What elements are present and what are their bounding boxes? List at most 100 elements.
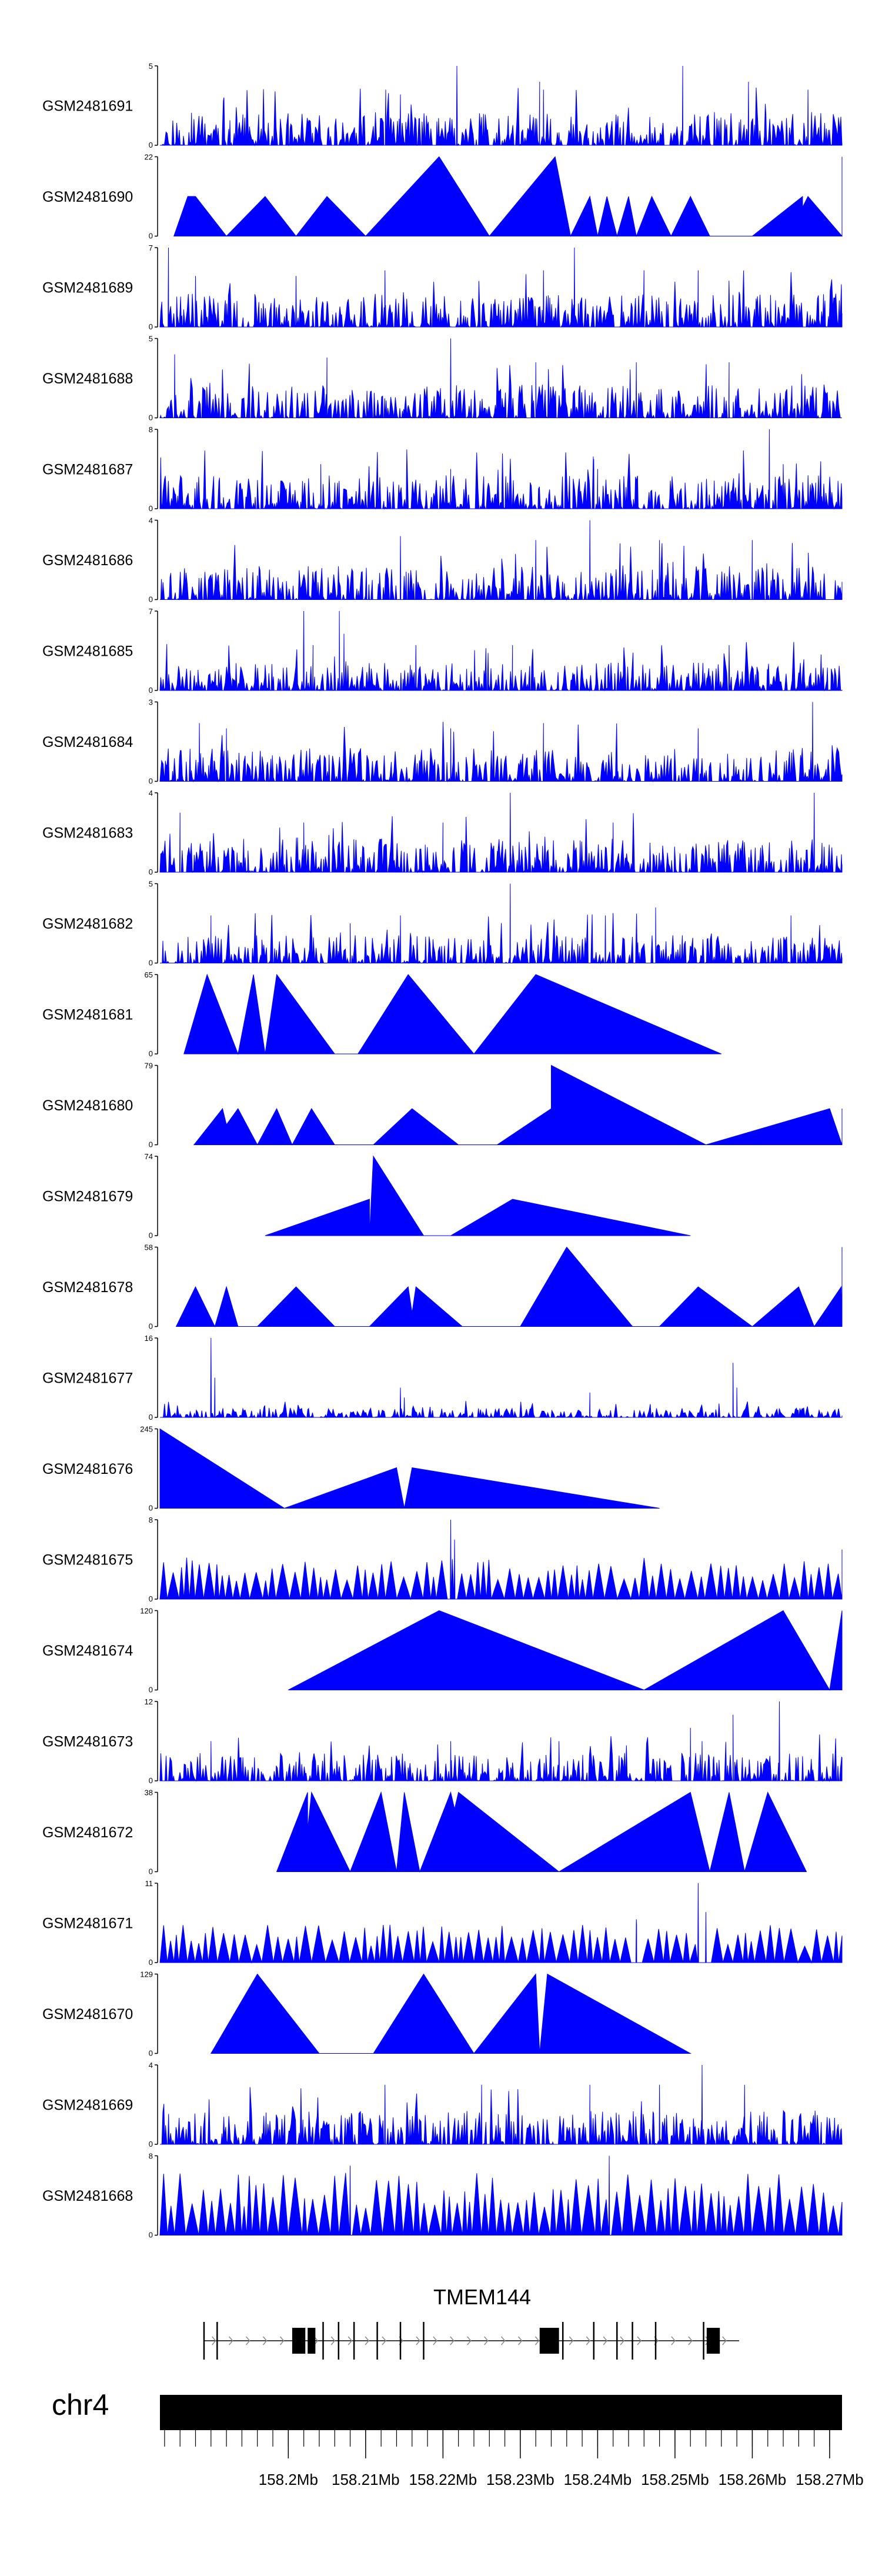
coverage-track: GSM2481687 8 0 <box>42 425 843 513</box>
coverage-track: GSM2481669 4 0 <box>42 2061 843 2148</box>
coverage-track: GSM2481671 11 0 <box>42 1879 843 1967</box>
y-max-label: 12 <box>145 1697 153 1706</box>
y-min-label: 0 <box>149 2140 153 2148</box>
track-label: GSM2481684 <box>42 734 133 750</box>
y-max-label: 11 <box>145 1879 153 1888</box>
y-max-label: 4 <box>149 2061 153 2070</box>
coverage-area <box>159 610 843 692</box>
y-min-label: 0 <box>149 867 153 876</box>
coverage-area <box>160 1337 843 1419</box>
coverage-area <box>159 1883 843 1964</box>
track-label: GSM2481675 <box>42 1552 133 1569</box>
y-max-label: 58 <box>145 1243 153 1252</box>
axis-tick-label: 158.25Mb <box>641 2471 709 2488</box>
strand-arrow <box>262 2336 268 2345</box>
track-label: GSM2481673 <box>42 1734 133 1750</box>
y-max-label: 8 <box>149 1516 153 1524</box>
coverage-area <box>173 156 843 238</box>
y-max-label: 38 <box>145 1788 153 1797</box>
coverage-track: GSM2481688 5 0 <box>42 335 842 422</box>
y-max-label: 7 <box>149 243 153 252</box>
coverage-area <box>160 2064 843 2145</box>
track-label: GSM2481687 <box>42 462 133 478</box>
strand-arrow <box>212 2336 216 2345</box>
coverage-track: GSM2481677 16 0 <box>42 1334 843 1422</box>
track-label: GSM2481680 <box>42 1097 133 1114</box>
strand-arrow <box>416 2336 420 2345</box>
coverage-track: GSM2481686 4 0 <box>42 516 843 604</box>
strand-arrow <box>245 2336 250 2345</box>
strand-arrow <box>279 2336 285 2345</box>
strand-arrow <box>365 2336 370 2345</box>
y-max-label: 4 <box>149 789 153 798</box>
strand-arrow <box>450 2336 455 2345</box>
coverage-track: GSM2481680 79 0 <box>42 1062 843 1149</box>
coverage-area <box>159 338 842 419</box>
strand-arrow <box>484 2336 489 2345</box>
y-min-label: 0 <box>149 777 153 786</box>
gene-track: TMEM144 <box>203 2285 740 2360</box>
y-max-label: 8 <box>149 2152 153 2161</box>
coverage-track: GSM2481682 5 0 <box>42 880 843 967</box>
coverage-track: GSM2481672 38 0 <box>42 1788 807 1876</box>
strand-arrow <box>688 2336 693 2345</box>
track-label: GSM2481682 <box>42 916 133 932</box>
coverage-tracks: GSM248169150GSM2481690220GSM248168970GSM… <box>42 62 843 2240</box>
coverage-track: GSM2481684 3 0 <box>42 698 843 786</box>
track-label: GSM2481676 <box>42 1461 133 1477</box>
y-max-label: 4 <box>149 516 153 525</box>
genome-axis: chr4 158.2Mb 158.21Mb 158.22Mb 158.23Mb 158.2… <box>52 2388 864 2488</box>
y-min-label: 0 <box>149 1504 153 1513</box>
track-label: GSM2481679 <box>42 1189 133 1205</box>
coverage-track: GSM2481689 7 0 <box>42 243 843 331</box>
track-label: GSM2481685 <box>42 643 133 660</box>
coverage-area <box>193 1065 843 1146</box>
track-label: GSM2481670 <box>42 2006 133 2023</box>
y-min-label: 0 <box>149 413 153 422</box>
coverage-area <box>175 1246 843 1327</box>
track-label: GSM2481689 <box>42 280 133 296</box>
track-label: GSM2481672 <box>42 1824 133 1841</box>
strand-arrow <box>722 2336 727 2345</box>
y-min-label: 0 <box>149 1594 153 1603</box>
gene-name: TMEM144 <box>433 2285 531 2309</box>
coverage-area <box>160 65 843 146</box>
strand-arrow <box>637 2336 642 2345</box>
y-max-label: 7 <box>149 607 153 616</box>
strand-arrow <box>229 2336 233 2345</box>
y-min-label: 0 <box>149 1686 153 1694</box>
y-min-label: 0 <box>149 1776 153 1785</box>
track-label: GSM2481691 <box>42 98 133 115</box>
coverage-area <box>159 1428 660 1509</box>
coverage-area <box>160 883 843 965</box>
y-min-label: 0 <box>149 2049 153 2058</box>
coverage-area <box>159 792 843 873</box>
coverage-track: GSM2481674 120 0 <box>42 1607 843 1694</box>
track-label: GSM2481671 <box>42 1916 133 1932</box>
coverage-area <box>159 1701 843 1782</box>
coverage-area <box>288 1610 843 1691</box>
track-label: GSM2481681 <box>42 1007 133 1023</box>
coverage-track: GSM2481679 74 0 <box>42 1152 691 1240</box>
strand-arrow <box>603 2336 608 2345</box>
y-min-label: 0 <box>149 232 153 241</box>
coverage-track: GSM2481685 7 0 <box>42 607 843 695</box>
y-min-label: 0 <box>149 1413 153 1422</box>
y-min-label: 0 <box>149 504 153 513</box>
strand-arrow <box>433 2336 437 2345</box>
track-label: GSM2481674 <box>42 1643 133 1659</box>
coverage-area <box>276 1791 807 1873</box>
track-label: GSM2481677 <box>42 1370 133 1387</box>
track-label: GSM2481686 <box>42 552 133 569</box>
y-min-label: 0 <box>149 1049 153 1058</box>
track-label: GSM2481668 <box>42 2188 133 2204</box>
strand-arrow <box>467 2336 472 2345</box>
axis-tick-label: 158.2Mb <box>259 2471 318 2488</box>
axis-tick-label: 158.23Mb <box>486 2471 554 2488</box>
strand-arrow <box>348 2336 353 2345</box>
strand-arrow <box>501 2336 506 2345</box>
strand-arrow <box>671 2336 676 2345</box>
y-max-label: 22 <box>145 153 153 162</box>
y-max-label: 5 <box>149 335 153 343</box>
